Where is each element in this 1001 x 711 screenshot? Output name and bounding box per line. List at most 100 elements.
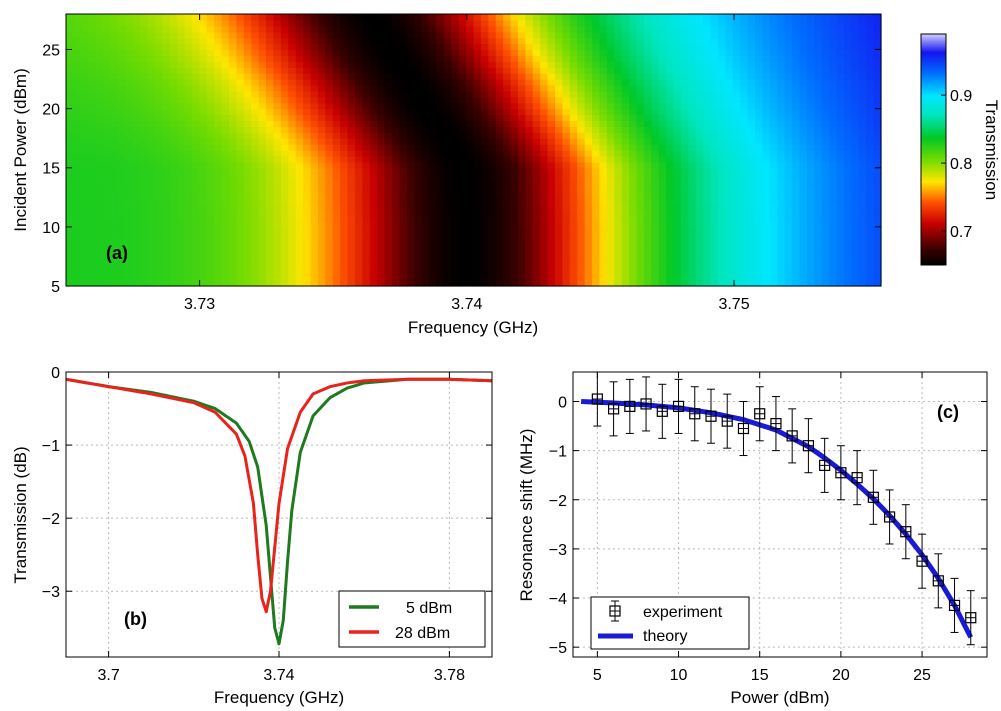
heatmap-cell — [643, 96, 652, 104]
heatmap-cell — [154, 256, 163, 263]
heatmap-cell — [710, 209, 719, 216]
heatmap-cell — [325, 31, 334, 39]
heatmap-cell — [792, 67, 801, 74]
heatmap-cell — [288, 19, 297, 27]
heatmap-cell — [666, 185, 675, 192]
heatmap-cell — [125, 19, 134, 27]
heatmap-cell — [162, 274, 171, 281]
heatmap-cell — [858, 161, 867, 169]
heatmap-cell — [243, 220, 252, 228]
heatmap-cell — [288, 209, 297, 216]
heatmap-cell — [177, 179, 186, 187]
heatmap-cell — [191, 268, 200, 275]
heatmap-cell — [629, 55, 638, 62]
heatmap-cell — [66, 138, 75, 145]
heatmap-cell — [236, 173, 245, 181]
heatmap-cell — [851, 167, 860, 175]
heatmap-cell — [147, 262, 156, 269]
heatmap-cell — [414, 220, 423, 228]
heatmap-cell — [95, 209, 104, 216]
heatmap-cell — [80, 244, 89, 252]
heatmap-cell — [710, 226, 719, 234]
heatmap-cell — [169, 155, 178, 163]
heatmap-cell — [73, 55, 82, 62]
heatmap-cell — [525, 114, 534, 122]
heatmap-cell — [384, 179, 393, 187]
heatmap-cell — [821, 73, 830, 80]
heatmap-cell — [206, 31, 215, 39]
heatmap-cell — [792, 90, 801, 98]
heatmap-cell — [732, 232, 741, 240]
heatmap-cell — [310, 132, 319, 139]
heatmap-cell — [406, 73, 415, 80]
heatmap-cell — [266, 79, 275, 86]
heatmap-cell — [643, 84, 652, 92]
heatmap-cell — [525, 268, 534, 275]
heatmap-cell — [317, 144, 326, 151]
heatmap-cell — [443, 150, 452, 157]
heatmap-cell — [399, 73, 408, 80]
heatmap-cell — [858, 203, 867, 210]
heatmap-cell — [495, 19, 504, 27]
heatmap-cell — [399, 43, 408, 51]
heatmap-cell — [229, 161, 238, 169]
heatmap-cell — [495, 280, 504, 287]
heatmap-cell — [117, 185, 126, 192]
heatmap-cell — [110, 209, 119, 216]
heatmap-cell — [480, 102, 489, 110]
heatmap-cell — [66, 114, 75, 122]
heatmap-cell — [592, 37, 601, 45]
heatmap-cell — [384, 268, 393, 275]
heatmap-cell — [310, 114, 319, 122]
heatmap-cell — [310, 155, 319, 163]
heatmap-cell — [169, 185, 178, 192]
heatmap-cell — [606, 61, 615, 68]
heatmap-cell — [621, 138, 630, 145]
heatmap-cell — [725, 220, 734, 228]
heatmap-cell — [184, 244, 193, 252]
heatmap-cell — [718, 90, 727, 98]
heatmap-cell — [117, 155, 126, 163]
heatmap-cell — [414, 132, 423, 139]
heatmap-cell — [384, 108, 393, 116]
heatmap-cell — [866, 90, 875, 98]
heatmap-cell — [466, 31, 475, 39]
heatmap-cell — [806, 132, 815, 139]
heatmap-cell — [436, 108, 445, 116]
heatmap-cell — [229, 209, 238, 216]
heatmap-cell — [614, 102, 623, 110]
heatmap-cell — [443, 250, 452, 258]
heatmap-cell — [236, 250, 245, 258]
heatmap-cell — [555, 161, 564, 169]
heatmap-cell — [569, 67, 578, 74]
heatmap-cell — [384, 14, 393, 21]
heatmap-cell — [577, 108, 586, 116]
heatmap-cell — [606, 280, 615, 287]
heatmap-cell — [473, 84, 482, 92]
heatmap-cell — [480, 244, 489, 252]
heatmap-cell — [725, 126, 734, 133]
heatmap-cell — [266, 256, 275, 263]
heatmap-cell — [421, 262, 430, 269]
heatmap-cell — [258, 191, 267, 198]
heatmap-cell — [229, 79, 238, 86]
heatmap-cell — [747, 250, 756, 258]
heatmap-cell — [606, 262, 615, 269]
heatmap-cell — [443, 280, 452, 287]
heatmap-cell — [317, 108, 326, 116]
heatmap-cell — [658, 256, 667, 263]
heatmap-cell — [177, 250, 186, 258]
heatmap-cell — [673, 256, 682, 263]
heatmap-cell — [606, 49, 615, 56]
heatmap-cell — [532, 67, 541, 74]
heatmap-cell — [792, 191, 801, 198]
heatmap-cell — [80, 138, 89, 145]
heatmap-cell — [280, 49, 289, 56]
heatmap-cell — [443, 55, 452, 62]
heatmap-cell — [443, 90, 452, 98]
heatmap-cell — [532, 90, 541, 98]
heatmap-cell — [325, 14, 334, 21]
heatmap-cell — [206, 173, 215, 181]
heatmap-cell — [503, 167, 512, 175]
heatmap-cell — [303, 43, 312, 51]
